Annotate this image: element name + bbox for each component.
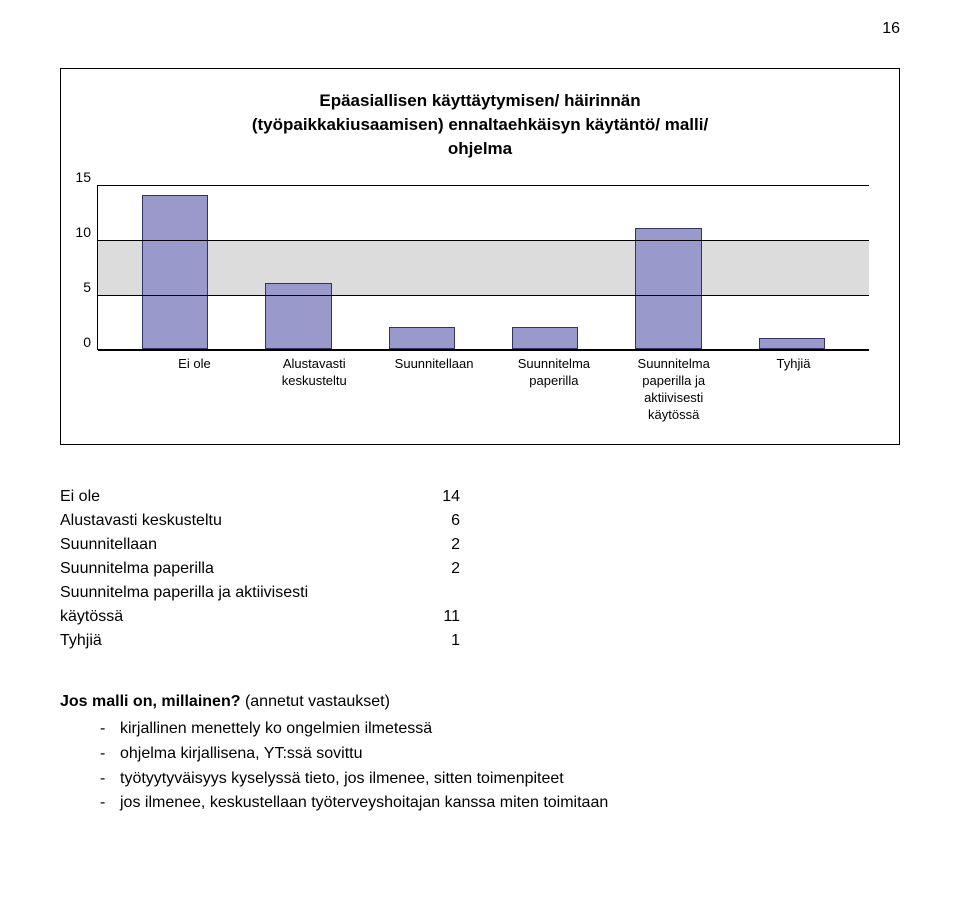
bar xyxy=(265,283,332,349)
question-block: Jos malli on, millainen? (annetut vastau… xyxy=(60,693,900,816)
x-label: Suunnitelmapaperilla jaaktiivisestikäytö… xyxy=(620,356,728,424)
plot-row: 151050 xyxy=(91,185,869,350)
question-title: Jos malli on, millainen? xyxy=(60,693,240,710)
chart-container: Epäasiallisen käyttäytymisen/ häirinnän … xyxy=(60,68,900,445)
list-item: -kirjallinen menettely ko ongelmien ilme… xyxy=(100,717,900,742)
x-label: Ei ole xyxy=(141,356,249,424)
grid-line xyxy=(98,350,869,351)
answers-list: -kirjallinen menettely ko ongelmien ilme… xyxy=(100,717,900,816)
bullet-dash: - xyxy=(100,742,120,767)
table-key: Alustavasti keskusteltu xyxy=(60,509,420,533)
table-value: 11 xyxy=(420,605,460,629)
bar xyxy=(759,338,826,349)
bar xyxy=(512,327,579,349)
table-row: Tyhjiä1 xyxy=(60,629,960,653)
x-label: Alustavastikeskusteltu xyxy=(260,356,368,424)
table-row: Suunnitelma paperilla2 xyxy=(60,557,960,581)
x-label: Tyhjiä xyxy=(740,356,848,424)
question-sub: (annetut vastaukset) xyxy=(245,693,390,710)
bars-layer xyxy=(98,185,869,349)
chart-title-line1: Epäasiallisen käyttäytymisen/ häirinnän xyxy=(91,89,869,113)
answer-text: työtyytyväisyys kyselyssä tieto, jos ilm… xyxy=(120,767,564,792)
x-label: Suunnitellaan xyxy=(380,356,488,424)
bullet-dash: - xyxy=(100,717,120,742)
plot-area xyxy=(97,185,869,350)
grid-line xyxy=(98,185,869,186)
data-table: Ei ole14Alustavasti keskusteltu6Suunnite… xyxy=(60,485,960,653)
x-label: Suunnitelmapaperilla xyxy=(500,356,608,424)
chart-title-line3: ohjelma xyxy=(91,137,869,161)
grid-line xyxy=(98,240,869,241)
answer-text: jos ilmenee, keskustellaan työterveyshoi… xyxy=(120,791,608,816)
list-item: -työtyytyväisyys kyselyssä tieto, jos il… xyxy=(100,767,900,792)
table-value: 14 xyxy=(420,485,460,509)
table-value: 1 xyxy=(420,629,460,653)
table-row: käytössä11 xyxy=(60,605,960,629)
table-value: 2 xyxy=(420,557,460,581)
table-row: Alustavasti keskusteltu6 xyxy=(60,509,960,533)
table-row: Suunnitellaan2 xyxy=(60,533,960,557)
x-axis-labels: Ei oleAlustavastikeskusteltuSuunnitellaa… xyxy=(119,350,869,424)
table-value: 2 xyxy=(420,533,460,557)
table-key: Ei ole xyxy=(60,485,420,509)
answer-text: kirjallinen menettely ko ongelmien ilmet… xyxy=(120,717,432,742)
bullet-dash: - xyxy=(100,767,120,792)
list-item: -jos ilmenee, keskustellaan työterveysho… xyxy=(100,791,900,816)
table-key: Suunnitelma paperilla ja aktiivisesti xyxy=(60,581,420,605)
chart-title: Epäasiallisen käyttäytymisen/ häirinnän … xyxy=(91,89,869,160)
table-key: Suunnitellaan xyxy=(60,533,420,557)
table-key: Suunnitelma paperilla xyxy=(60,557,420,581)
chart-title-line2: (työpaikkakiusaamisen) ennaltaehkäisyn k… xyxy=(91,113,869,137)
bar xyxy=(389,327,456,349)
table-row: Suunnitelma paperilla ja aktiivisesti xyxy=(60,581,960,605)
bar xyxy=(635,228,702,349)
page-number: 16 xyxy=(0,0,960,38)
table-row: Ei ole14 xyxy=(60,485,960,509)
table-value xyxy=(420,581,460,605)
table-key: käytössä xyxy=(60,605,420,629)
bullet-dash: - xyxy=(100,791,120,816)
answer-text: ohjelma kirjallisena, YT:ssä sovittu xyxy=(120,742,362,767)
grid-line xyxy=(98,295,869,296)
list-item: -ohjelma kirjallisena, YT:ssä sovittu xyxy=(100,742,900,767)
bar xyxy=(142,195,209,349)
table-value: 6 xyxy=(420,509,460,533)
table-key: Tyhjiä xyxy=(60,629,420,653)
